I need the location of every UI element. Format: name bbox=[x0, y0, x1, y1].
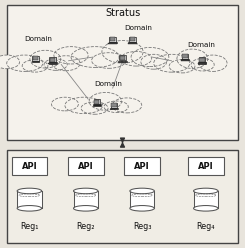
Ellipse shape bbox=[30, 50, 61, 68]
Ellipse shape bbox=[17, 188, 42, 194]
Ellipse shape bbox=[44, 59, 67, 70]
Text: API: API bbox=[22, 162, 37, 171]
Bar bbox=[32, 61, 39, 62]
Ellipse shape bbox=[7, 55, 43, 71]
Ellipse shape bbox=[199, 55, 227, 71]
Bar bbox=[49, 63, 57, 64]
Ellipse shape bbox=[177, 49, 208, 68]
Ellipse shape bbox=[130, 188, 154, 194]
Text: API: API bbox=[134, 162, 150, 171]
Ellipse shape bbox=[191, 59, 214, 71]
Bar bbox=[12, 157, 47, 175]
Bar bbox=[128, 43, 137, 44]
Bar bbox=[109, 42, 117, 43]
Bar bbox=[110, 37, 115, 41]
Bar bbox=[119, 61, 126, 62]
Bar bbox=[181, 60, 189, 61]
Ellipse shape bbox=[104, 101, 128, 113]
Bar bbox=[7, 5, 238, 140]
Bar bbox=[17, 191, 42, 208]
Ellipse shape bbox=[65, 97, 103, 114]
Ellipse shape bbox=[169, 60, 195, 73]
Bar bbox=[109, 37, 116, 42]
Bar bbox=[111, 103, 117, 107]
Bar bbox=[111, 102, 117, 108]
Bar bbox=[124, 157, 160, 175]
Bar bbox=[119, 55, 126, 61]
Bar bbox=[188, 157, 223, 175]
Bar bbox=[198, 62, 206, 63]
Text: Domain: Domain bbox=[187, 42, 215, 48]
Bar bbox=[110, 108, 118, 109]
Bar bbox=[94, 100, 99, 104]
Ellipse shape bbox=[74, 206, 98, 211]
Bar bbox=[182, 55, 188, 58]
Bar bbox=[130, 37, 135, 41]
Bar bbox=[194, 191, 218, 208]
Text: API: API bbox=[78, 162, 94, 171]
Bar bbox=[129, 37, 136, 42]
Text: API: API bbox=[198, 162, 214, 171]
Ellipse shape bbox=[71, 47, 119, 67]
Ellipse shape bbox=[17, 206, 42, 211]
Ellipse shape bbox=[112, 98, 142, 113]
Ellipse shape bbox=[194, 206, 218, 211]
Ellipse shape bbox=[52, 56, 80, 71]
Ellipse shape bbox=[22, 60, 48, 72]
Ellipse shape bbox=[102, 40, 143, 63]
Ellipse shape bbox=[54, 47, 88, 64]
Bar bbox=[33, 57, 38, 60]
Text: Reg₃: Reg₃ bbox=[133, 222, 151, 231]
Text: Reg₂: Reg₂ bbox=[76, 222, 95, 231]
Ellipse shape bbox=[131, 47, 169, 66]
Text: Domain: Domain bbox=[124, 25, 152, 31]
Ellipse shape bbox=[121, 52, 152, 66]
Text: Domain: Domain bbox=[94, 81, 122, 87]
Bar bbox=[74, 191, 98, 208]
Bar bbox=[108, 43, 117, 44]
Ellipse shape bbox=[0, 55, 20, 69]
Bar bbox=[120, 56, 125, 60]
Bar bbox=[68, 157, 103, 175]
Bar bbox=[50, 58, 55, 62]
Text: Stratus: Stratus bbox=[105, 8, 140, 18]
Ellipse shape bbox=[74, 188, 98, 194]
Text: Reg₄: Reg₄ bbox=[196, 222, 215, 231]
Ellipse shape bbox=[89, 93, 122, 110]
Bar bbox=[94, 99, 100, 104]
Ellipse shape bbox=[51, 97, 78, 111]
Ellipse shape bbox=[141, 54, 167, 69]
Ellipse shape bbox=[130, 206, 154, 211]
Ellipse shape bbox=[81, 102, 108, 114]
Bar bbox=[128, 42, 136, 43]
Text: Domain: Domain bbox=[24, 36, 52, 42]
Bar bbox=[198, 63, 206, 64]
Bar bbox=[199, 58, 205, 62]
Bar bbox=[181, 59, 189, 60]
Bar bbox=[182, 54, 188, 59]
Bar bbox=[7, 150, 238, 243]
Bar bbox=[130, 191, 154, 208]
Ellipse shape bbox=[154, 54, 190, 72]
Bar bbox=[93, 104, 101, 106]
Ellipse shape bbox=[92, 53, 126, 68]
Bar bbox=[199, 57, 205, 62]
Bar bbox=[49, 57, 56, 62]
Bar bbox=[49, 62, 57, 63]
Bar bbox=[32, 56, 39, 61]
Ellipse shape bbox=[194, 188, 218, 194]
Text: Reg₁: Reg₁ bbox=[20, 222, 39, 231]
